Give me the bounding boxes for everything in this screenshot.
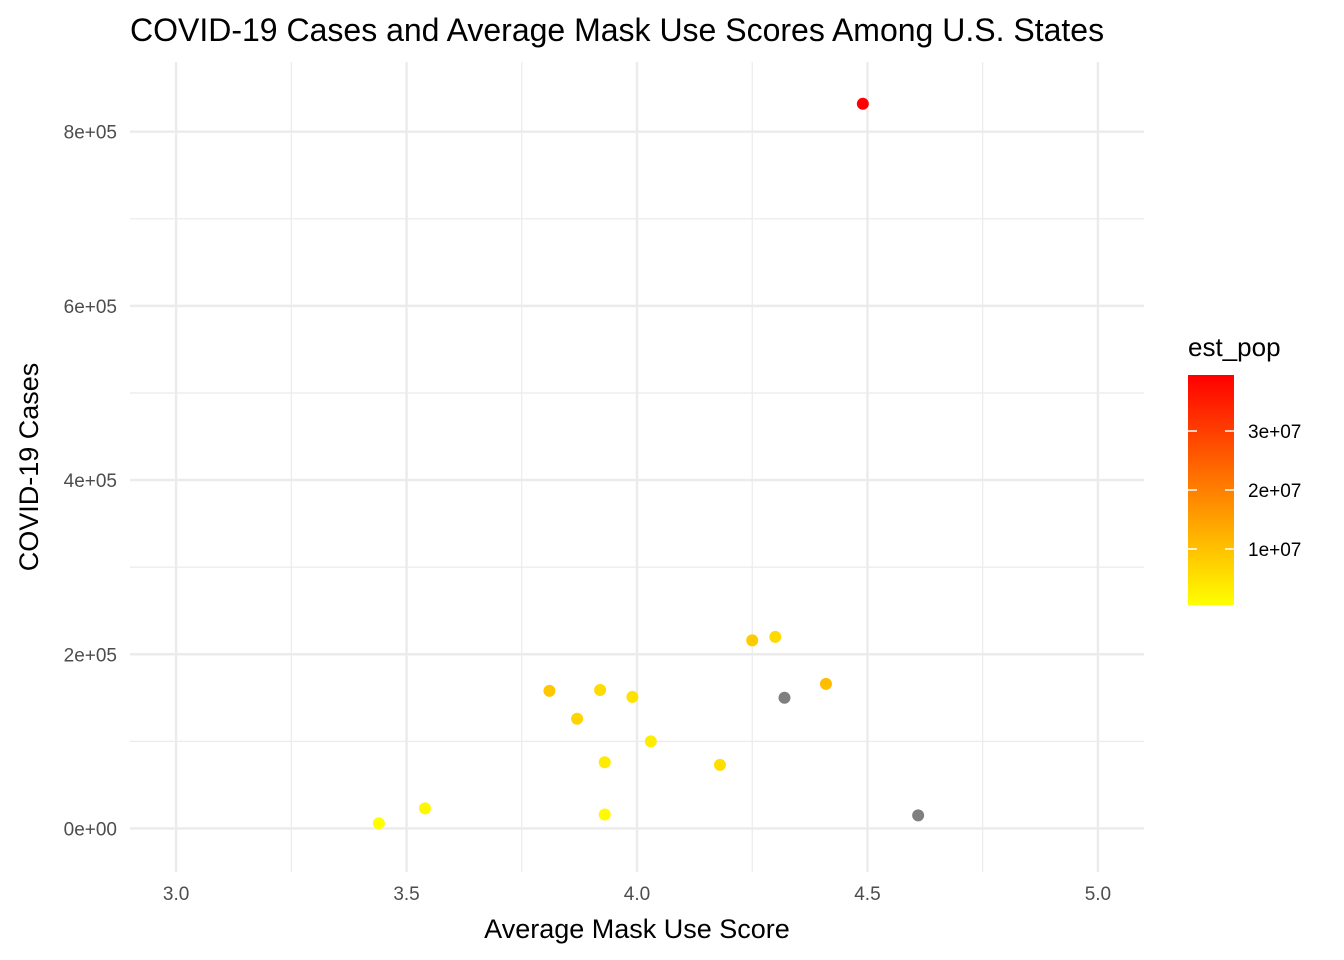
data-point [418,802,431,815]
y-tick-label: 6e+05 [64,297,117,318]
y-axis-ticks: 0e+00 2e+05 4e+05 6e+05 8e+05 [64,123,117,841]
legend-title: est_pop [1188,332,1281,362]
x-tick-label: 3.0 [163,884,189,905]
plot-grid [130,62,1144,872]
y-tick-label: 0e+00 [64,819,117,840]
data-point [778,691,791,704]
legend: est_pop 1e+07 2e+07 3e+07 [1188,332,1301,605]
data-points [372,97,925,830]
x-axis-ticks: 3.0 3.5 4.0 4.5 5.0 [163,884,1111,905]
y-axis-title: COVID-19 Cases [14,363,44,572]
y-tick-label: 4e+05 [64,471,117,492]
legend-tick-label: 2e+07 [1248,481,1301,502]
data-point [543,684,556,697]
x-tick-label: 5.0 [1085,884,1111,905]
data-point [819,677,832,690]
x-axis-title: Average Mask Use Score [484,914,790,944]
data-point [571,712,584,725]
chart-title: COVID-19 Cases and Average Mask Use Scor… [130,12,1104,48]
data-point [598,756,611,769]
y-tick-label: 2e+05 [64,645,117,666]
x-tick-label: 3.5 [393,884,419,905]
legend-tick-label: 3e+07 [1248,422,1301,443]
data-point [746,634,759,647]
data-point [713,758,726,771]
legend-tick-label: 1e+07 [1248,540,1301,561]
legend-ticks: 1e+07 2e+07 3e+07 [1188,422,1301,561]
x-tick-label: 4.5 [854,884,880,905]
data-point [769,630,782,643]
data-point [594,683,607,696]
data-point [644,735,657,748]
y-tick-label: 8e+05 [64,123,117,144]
data-point [856,97,869,110]
x-tick-label: 4.0 [624,884,650,905]
data-point [598,808,611,821]
data-point [372,817,385,830]
data-point [912,809,925,822]
data-point [626,690,639,703]
